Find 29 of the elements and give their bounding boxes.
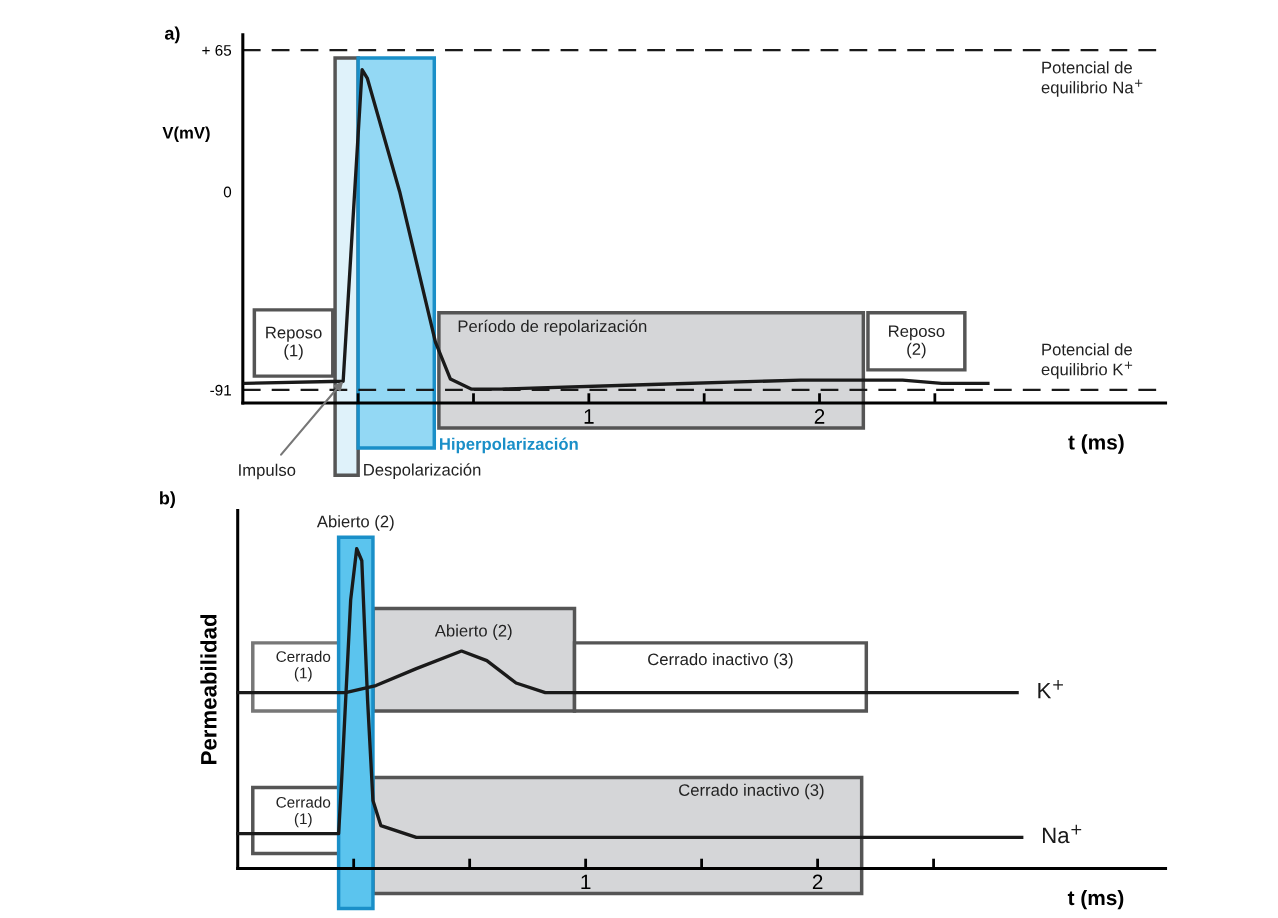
- x-tick-label: 1: [581, 874, 591, 890]
- series-label: Na$^{+}$: [1042, 824, 1082, 844]
- x-axis-title: t (ms): [1067, 889, 1124, 910]
- ref-line-label: Potencial de equilibrio Na$^{+}$: [1041, 61, 1143, 97]
- chart-title: b): [160, 491, 175, 509]
- y-axis-title: Permeabilidad: [200, 614, 217, 764]
- band-label: Hiperpolarización: [440, 437, 578, 454]
- band-label: Cerrado inactivo (3): [679, 783, 824, 800]
- x-tick-label: 1: [584, 409, 594, 424]
- x-axis-title: t (ms): [1068, 434, 1124, 454]
- band-label: Reposo (2): [889, 325, 945, 359]
- chart-title: a): [164, 26, 180, 44]
- band-label: Cerrado (1): [276, 796, 331, 828]
- band-label: Cerrado inactivo (3): [648, 653, 793, 669]
- band-label: Reposo (1): [266, 326, 322, 360]
- band-label: Abierto (2): [434, 624, 512, 640]
- band-label: Cerrado (1): [276, 650, 331, 682]
- band-label: Período de repolarización: [458, 319, 647, 336]
- band-label: Abierto (2): [316, 515, 394, 531]
- y-tick-label: -91: [210, 384, 231, 396]
- series-label: K$^{+}$: [1038, 679, 1063, 699]
- x-tick-label: 2: [814, 409, 825, 424]
- band-label: Despolarización: [364, 463, 481, 479]
- annotation: Impulso: [239, 463, 296, 480]
- y-tick-label: 0: [223, 186, 232, 198]
- ref-line-label: Potencial de equilibrio K$^{+}$: [1041, 343, 1133, 379]
- y-axis-title: V(mV): [162, 126, 210, 143]
- x-tick-label: 2: [812, 874, 823, 890]
- y-tick-label: + 65: [202, 45, 232, 56]
